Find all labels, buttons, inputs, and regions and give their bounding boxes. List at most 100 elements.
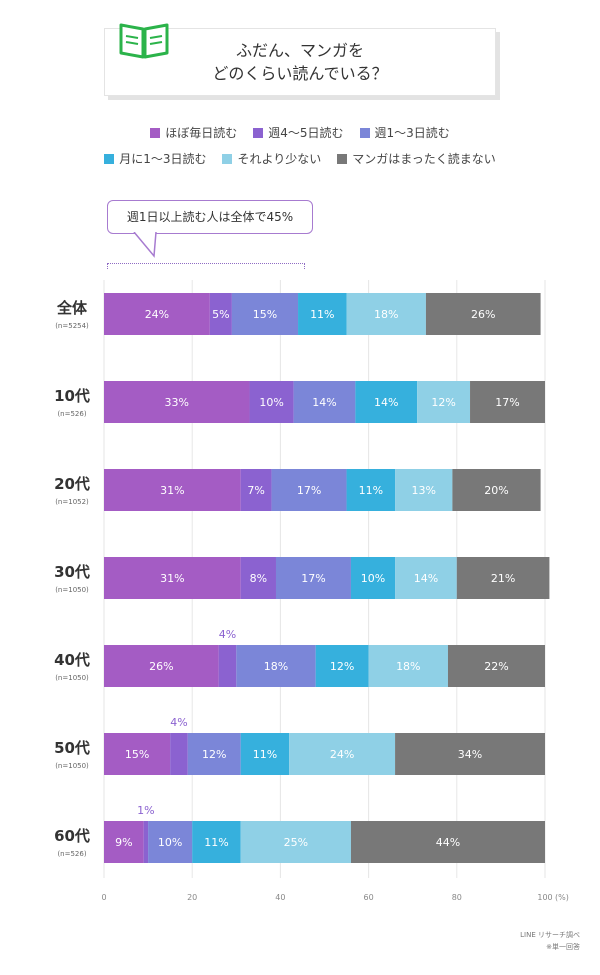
legend-swatch [150, 127, 161, 138]
legend-label: 週1～3日読む [374, 126, 450, 140]
data-label: 17% [301, 572, 325, 585]
data-label: 12% [202, 748, 226, 761]
data-label: 34% [458, 748, 482, 761]
bar-segment [240, 557, 276, 599]
data-label: 21% [491, 572, 515, 585]
category-label: 20代 [54, 475, 90, 493]
bar-segment [447, 645, 545, 687]
bar-segment [395, 469, 453, 511]
data-label: 5% [212, 308, 229, 321]
legend-swatch [337, 153, 348, 164]
bar-segment [417, 381, 471, 423]
x-tick-label: 20 [187, 893, 197, 902]
category-label: 40代 [54, 651, 90, 669]
legend-item: 月に1～3日読む [104, 150, 206, 167]
bar-segment [231, 293, 299, 335]
legend-row-1: ほぼ毎日読む 週4～5日読む 週1～3日読む [0, 124, 600, 141]
data-label: 18% [374, 308, 398, 321]
bar-segment [452, 469, 541, 511]
data-label: 8% [250, 572, 267, 585]
bar-segment [104, 645, 219, 687]
legend-swatch [222, 153, 233, 164]
category-label: 60代 [54, 827, 90, 845]
data-label: 4% [219, 628, 236, 641]
bar-segment [355, 381, 418, 423]
category-note: (n=1050) [55, 674, 89, 682]
data-label: 31% [160, 572, 184, 585]
legend-item: マンガはまったく読まない [337, 150, 496, 167]
x-tick-label: 40 [275, 893, 285, 902]
category-label: 10代 [54, 387, 90, 405]
data-label: 17% [495, 396, 519, 409]
bar-segment [289, 733, 396, 775]
data-label: 18% [264, 660, 288, 673]
data-label: 26% [149, 660, 173, 673]
data-label: 20% [484, 484, 508, 497]
category-label: 50代 [54, 739, 90, 757]
bar-segment [148, 821, 193, 863]
legend-label: それより少ない [237, 152, 322, 166]
data-label: 33% [165, 396, 189, 409]
data-label: 15% [253, 308, 277, 321]
bar-segment [315, 645, 369, 687]
data-label: 13% [411, 484, 435, 497]
data-label: 12% [431, 396, 455, 409]
category-label: 全体 [56, 299, 88, 317]
data-label: 10% [259, 396, 283, 409]
data-label: 11% [253, 748, 277, 761]
bar-segment [425, 293, 541, 335]
bar-segment [346, 469, 396, 511]
data-label: 31% [160, 484, 184, 497]
category-note: (n=1052) [55, 498, 89, 506]
x-tick-label: 60 [364, 893, 374, 902]
category-note: (n=5254) [55, 322, 89, 330]
data-label: 18% [396, 660, 420, 673]
bar-segment [104, 469, 241, 511]
legend-swatch [253, 127, 264, 138]
x-tick-label: 0 [101, 893, 106, 902]
category-note: (n=526) [57, 850, 86, 858]
category-note: (n=1050) [55, 586, 89, 594]
bar-segment [275, 557, 351, 599]
bar-segment [346, 293, 426, 335]
bar-segment [293, 381, 356, 423]
title-box: ふだん、マンガを どのくらい読んでいる？ [104, 28, 496, 96]
category-note: (n=526) [57, 410, 86, 418]
legend-row-2: 月に1～3日読む それより少ない マンガはまったく読まない [0, 150, 600, 167]
bar-segment [395, 557, 457, 599]
bar-segment [104, 733, 171, 775]
data-label: 44% [436, 836, 460, 849]
bar-segment [104, 293, 210, 335]
legend-swatch [359, 127, 370, 138]
title-line-2: どのくらい読んでいる？ [212, 64, 388, 83]
bar-segment [470, 381, 545, 423]
legend-label: ほぼ毎日読む [165, 126, 238, 140]
data-label: 4% [170, 716, 187, 729]
bar-segment [249, 381, 294, 423]
data-label: 14% [312, 396, 336, 409]
data-label: 14% [414, 572, 438, 585]
legend-item: それより少ない [222, 150, 321, 167]
bar-segment [298, 293, 347, 335]
data-label: 22% [484, 660, 508, 673]
category-label: 30代 [54, 563, 90, 581]
footnote-source: LINE リサーチ調べ [520, 931, 580, 939]
legend-item: 週4～5日読む [253, 124, 344, 141]
bar-segment [218, 645, 237, 687]
bar-segment [192, 821, 241, 863]
data-label: 26% [471, 308, 495, 321]
bar-segment [271, 469, 347, 511]
data-label: 12% [330, 660, 354, 673]
chart-title: ふだん、マンガを どのくらい読んでいる？ [105, 39, 495, 85]
bar-segment [350, 821, 545, 863]
callout-bracket [107, 263, 305, 269]
data-label: 7% [247, 484, 264, 497]
bar-segment [240, 469, 272, 511]
category-note: (n=1050) [55, 762, 89, 770]
data-label: 1% [137, 804, 154, 817]
bar-segment [240, 821, 351, 863]
bar-segment [143, 821, 149, 863]
data-label: 14% [374, 396, 398, 409]
legend-label: 月に1～3日読む [119, 152, 207, 166]
